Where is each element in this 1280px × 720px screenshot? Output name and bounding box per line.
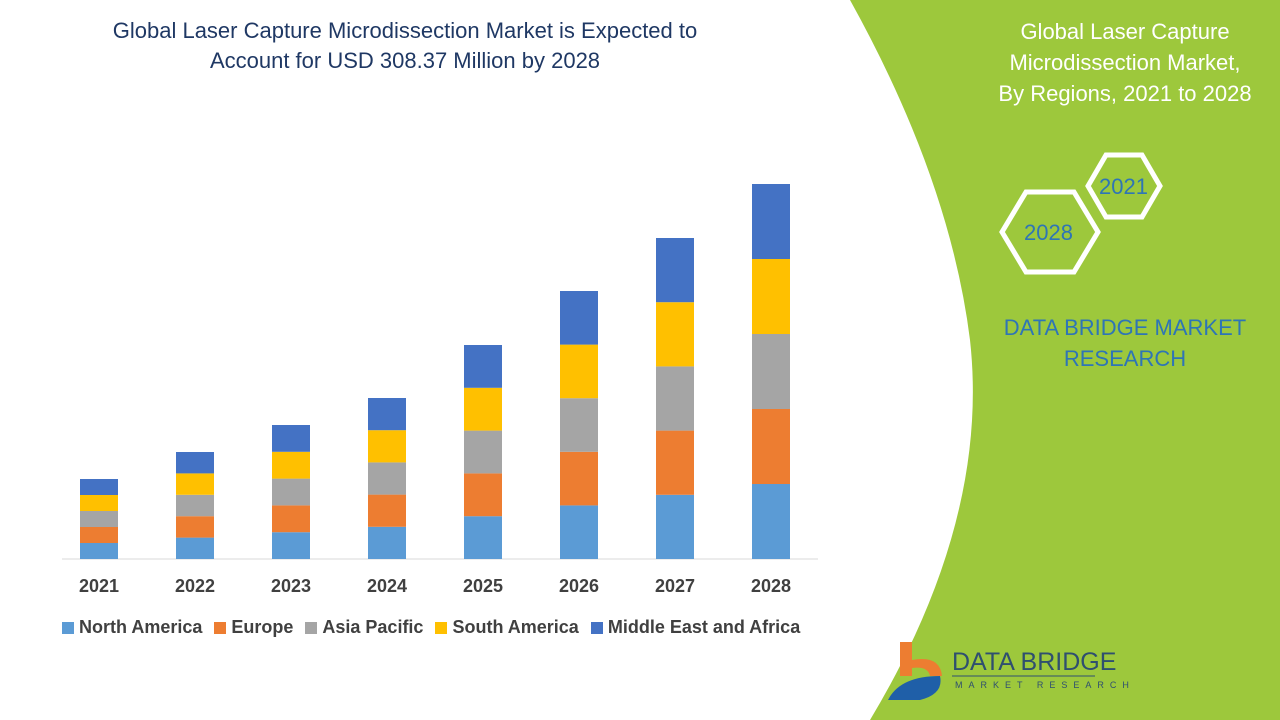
- legend-item: Middle East and Africa: [590, 617, 801, 638]
- bar-2022-europe: [176, 516, 214, 538]
- logo-title: DATA BRIDGE: [952, 648, 1117, 676]
- x-tick-label: 2021: [78, 576, 120, 596]
- title-line: Global Laser Capture Microdissection Mar…: [112, 18, 698, 43]
- bar-2023-asia-pacific: [272, 478, 310, 506]
- side-title-line: Microdissection Market,: [1009, 50, 1241, 75]
- bar-2026-south-america: [560, 344, 598, 399]
- bar-2024-north-america: [368, 526, 406, 559]
- bar-2021-europe: [80, 527, 118, 543]
- legend-label: North America: [79, 617, 203, 637]
- bar-2021-middle-east-and-africa: [80, 479, 118, 495]
- bar-2027-europe: [656, 430, 694, 495]
- x-tick-label: 2027: [654, 576, 696, 596]
- bar-2026-north-america: [560, 505, 598, 559]
- side-title: Global Laser Capture Microdissection Mark…: [970, 16, 1280, 109]
- x-tick-label: 2028: [750, 576, 792, 596]
- legend-swatch: [305, 621, 318, 634]
- hex-label-2028: 2028: [1024, 220, 1073, 245]
- x-tick-label: 2026: [558, 576, 600, 596]
- legend-label: Asia Pacific: [322, 617, 424, 637]
- bar-2027-north-america: [656, 494, 694, 559]
- bar-2026-asia-pacific: [560, 398, 598, 452]
- hexagon-2021: [1085, 152, 1163, 220]
- bar-2021-north-america: [80, 543, 118, 559]
- bar-2023-south-america: [272, 451, 310, 479]
- legend-item: South America: [435, 617, 579, 638]
- legend-label: Europe: [231, 617, 294, 637]
- bar-2022-south-america: [176, 473, 214, 495]
- bar-2024-asia-pacific: [368, 462, 406, 495]
- bar-2025-south-america: [464, 387, 502, 431]
- bar-2028-europe: [752, 409, 790, 484]
- side-title-line: By Regions, 2021 to 2028: [998, 81, 1252, 106]
- green-panel: [850, 0, 1280, 720]
- bar-2025-asia-pacific: [464, 430, 502, 474]
- side-title-line: Global Laser Capture: [1020, 19, 1230, 44]
- bar-2028-asia-pacific: [752, 334, 790, 409]
- bar-2024-europe: [368, 494, 406, 527]
- x-tick-label: 2023: [270, 576, 312, 596]
- legend-label: South America: [452, 617, 579, 637]
- bar-2021-south-america: [80, 495, 118, 511]
- bar-2025-europe: [464, 473, 502, 517]
- bar-2025-north-america: [464, 516, 502, 559]
- legend-swatch: [435, 621, 448, 634]
- hexagon-2028: [999, 189, 1101, 275]
- chart-title: Global Laser Capture Microdissection Mar…: [40, 16, 770, 76]
- bar-2027-south-america: [656, 302, 694, 367]
- legend-item: Asia Pacific: [305, 617, 423, 638]
- bar-2022-asia-pacific: [176, 494, 214, 517]
- legend-swatch: [62, 621, 74, 634]
- x-tick-label: 2025: [462, 576, 504, 596]
- logo-subtitle: MARKET RESEARCH: [955, 680, 1135, 690]
- bar-2024-middle-east-and-africa: [368, 398, 406, 431]
- legend: North America Europe Asia Pacific South Ame…: [62, 617, 800, 638]
- legend-label: Middle East and Africa: [607, 617, 801, 637]
- bar-2025-middle-east-and-africa: [464, 345, 502, 388]
- x-tick-label: 2022: [174, 576, 216, 596]
- bar-2027-asia-pacific: [656, 366, 694, 431]
- legend-item: Europe: [214, 617, 293, 638]
- bar-2023-north-america: [272, 532, 310, 559]
- bar-2022-middle-east-and-africa: [176, 452, 214, 474]
- bar-2021-asia-pacific: [80, 511, 118, 527]
- bar-2022-north-america: [176, 537, 214, 559]
- x-tick-label: 2024: [366, 576, 408, 596]
- brand-line: DATA BRIDGE MARKET: [1003, 315, 1247, 340]
- bar-2023-middle-east-and-africa: [272, 425, 310, 452]
- legend-item: North America: [62, 617, 202, 638]
- title-line: Account for USD 308.37 Million by 2028: [209, 48, 601, 73]
- hex-label-2021: 2021: [1099, 174, 1148, 199]
- legend-swatch: [590, 621, 603, 634]
- bar-2026-middle-east-and-africa: [560, 291, 598, 345]
- bar-2027-middle-east-and-africa: [656, 238, 694, 303]
- bar-2023-europe: [272, 505, 310, 533]
- brand-line: RESEARCH: [1063, 346, 1187, 371]
- legend-swatch: [214, 621, 227, 634]
- brand-text: DATA BRIDGE MARKET RESEARCH: [990, 312, 1260, 374]
- bar-2026-europe: [560, 451, 598, 506]
- bar-2028-north-america: [752, 484, 790, 559]
- bar-2028-south-america: [752, 259, 790, 334]
- logo-icon: [888, 642, 942, 700]
- bar-2028-middle-east-and-africa: [752, 184, 790, 259]
- bar-2024-south-america: [368, 430, 406, 463]
